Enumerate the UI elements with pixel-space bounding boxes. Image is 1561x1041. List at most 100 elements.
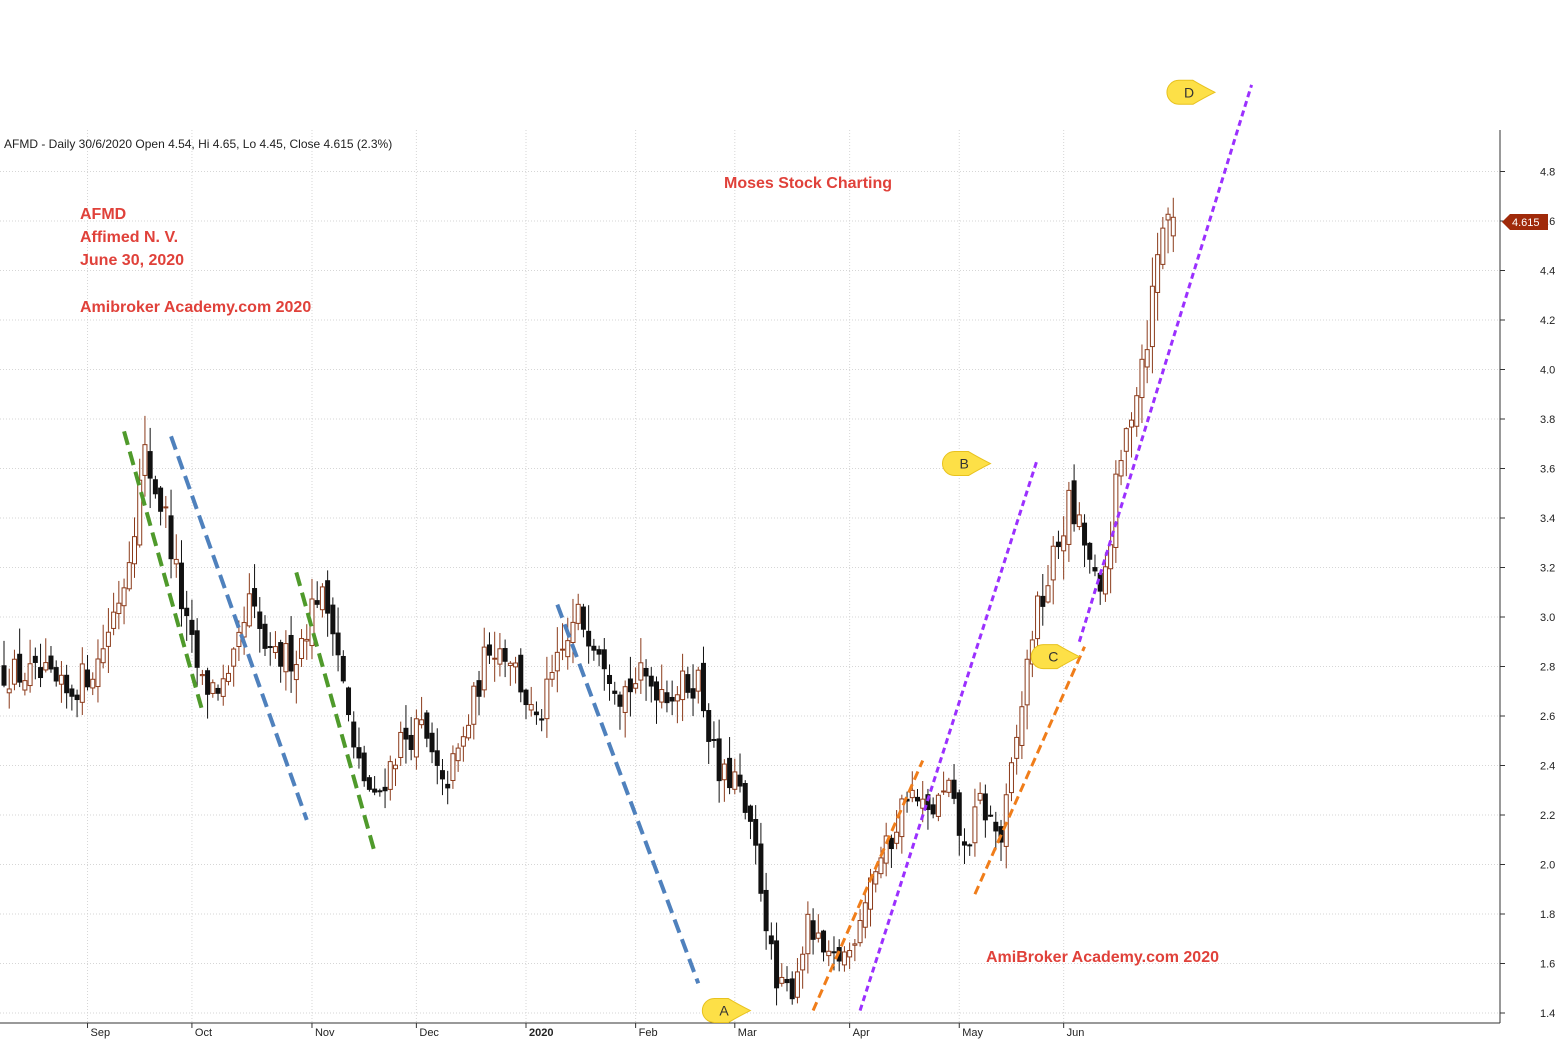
candle-body-up bbox=[225, 672, 231, 682]
price-badge-shape bbox=[1502, 214, 1548, 230]
candle bbox=[560, 623, 566, 661]
candle-body-up bbox=[22, 680, 28, 691]
candle-body-down bbox=[711, 738, 717, 741]
trend-line-orange-2 bbox=[973, 646, 1086, 895]
candle-body-up bbox=[935, 794, 941, 817]
candle-body-down bbox=[38, 667, 44, 679]
candle bbox=[210, 679, 216, 698]
ticker-symbol: AFMD bbox=[80, 206, 126, 223]
candle-body-down bbox=[158, 487, 164, 512]
candle bbox=[79, 647, 85, 715]
candle-body-down bbox=[53, 667, 59, 682]
candle bbox=[659, 664, 665, 709]
candle bbox=[372, 776, 378, 796]
candle bbox=[507, 661, 513, 686]
candle-body-down bbox=[168, 515, 174, 560]
candle bbox=[53, 660, 59, 687]
candle bbox=[789, 971, 795, 1005]
candle-body-up bbox=[283, 643, 289, 673]
candle bbox=[445, 770, 451, 805]
candle-body-up bbox=[852, 943, 858, 946]
candle bbox=[747, 804, 753, 840]
marker-d: D bbox=[1166, 79, 1217, 105]
candle-body-up bbox=[413, 718, 419, 758]
trend-line-orange-1 bbox=[811, 759, 925, 1012]
candle bbox=[847, 942, 853, 970]
marker-bubble bbox=[1166, 79, 1217, 105]
candle-body-down bbox=[888, 837, 894, 850]
candle-body-up bbox=[1139, 358, 1145, 399]
candle bbox=[38, 643, 44, 688]
candle bbox=[711, 721, 717, 748]
candle-body-down bbox=[664, 692, 670, 704]
candle-body-down bbox=[607, 674, 613, 684]
chart-info-line: AFMD - Daily 30/6/2020 Open 4.54, Hi 4.6… bbox=[4, 137, 392, 151]
candle bbox=[815, 914, 821, 943]
candle bbox=[1, 640, 7, 688]
x-tick-label: Nov bbox=[315, 1027, 335, 1039]
x-tick-label: May bbox=[962, 1027, 983, 1039]
candle-body-down bbox=[335, 632, 341, 656]
candle bbox=[111, 592, 117, 636]
candle bbox=[58, 661, 64, 703]
candle bbox=[888, 834, 894, 868]
candle bbox=[1014, 724, 1020, 775]
candle bbox=[680, 653, 686, 722]
candle bbox=[492, 631, 498, 682]
candle-body-up bbox=[398, 731, 404, 758]
candle bbox=[335, 607, 341, 672]
candle bbox=[100, 624, 106, 669]
candle bbox=[857, 909, 863, 947]
candle bbox=[95, 639, 101, 703]
candle bbox=[977, 782, 983, 805]
candle-body-down bbox=[648, 675, 654, 687]
candle-body-up bbox=[1155, 254, 1161, 293]
candle-body-down bbox=[340, 655, 346, 682]
candle-body-up bbox=[132, 536, 137, 565]
candle-body-up bbox=[1129, 419, 1135, 428]
candle bbox=[460, 726, 466, 762]
candle-body-down bbox=[1071, 480, 1077, 525]
y-tick-label: 1.4 bbox=[1540, 1008, 1555, 1020]
candle-body-up bbox=[90, 678, 96, 689]
y-tick-label: 4.8 bbox=[1540, 167, 1555, 179]
candle bbox=[1165, 207, 1171, 254]
candle-body-down bbox=[356, 747, 362, 759]
candle bbox=[575, 593, 581, 631]
candle-body-down bbox=[361, 752, 367, 782]
y-tick-label: 1.8 bbox=[1540, 909, 1555, 921]
candle-body-up bbox=[528, 704, 534, 711]
candle-body-down bbox=[988, 814, 994, 817]
candle bbox=[852, 938, 858, 962]
company-name: Affimed N. V. bbox=[80, 229, 178, 246]
candle-body-up bbox=[1113, 473, 1119, 548]
candle bbox=[1045, 565, 1051, 604]
candle bbox=[142, 415, 148, 497]
candle bbox=[184, 590, 190, 641]
candle bbox=[11, 649, 17, 691]
candle-body-down bbox=[591, 645, 597, 651]
candle bbox=[74, 689, 80, 718]
candle-body-down bbox=[424, 712, 430, 739]
y-tick-label: 3.0 bbox=[1540, 612, 1555, 624]
candle-body-down bbox=[706, 710, 712, 742]
candle bbox=[403, 705, 409, 764]
candle bbox=[674, 686, 680, 724]
candle bbox=[1144, 320, 1150, 384]
y-tick-label: 4.4 bbox=[1540, 266, 1555, 278]
candle bbox=[497, 632, 503, 677]
candle bbox=[178, 540, 184, 627]
x-tick-label: Apr bbox=[853, 1027, 870, 1039]
candle-body-up bbox=[862, 902, 868, 928]
candle-body-down bbox=[257, 611, 263, 629]
candle-body-up bbox=[111, 611, 117, 629]
trend-line-blue-2 bbox=[555, 603, 701, 984]
candle bbox=[377, 788, 383, 797]
candle bbox=[471, 682, 477, 740]
candle-body-down bbox=[518, 654, 524, 693]
candle bbox=[1061, 516, 1067, 580]
candle bbox=[946, 777, 952, 798]
candle bbox=[205, 667, 211, 719]
candle bbox=[194, 618, 200, 687]
